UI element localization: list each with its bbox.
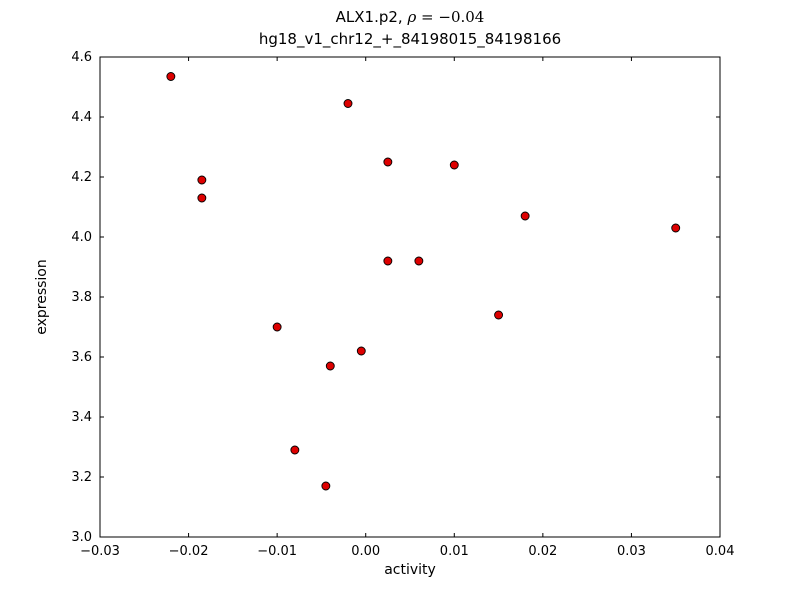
- data-point: [272, 322, 282, 332]
- y-tick-label: 3.6: [71, 350, 92, 365]
- y-tick-label: 3.2: [71, 470, 92, 485]
- y-tick-label: 4.4: [71, 110, 92, 125]
- data-point: [197, 175, 207, 185]
- chart-subtitle: hg18_v1_chr12_+_84198015_84198166: [258, 30, 562, 48]
- data-point: [494, 310, 504, 320]
- x-tick-label: 0.02: [528, 544, 557, 559]
- data-point: [383, 157, 393, 167]
- chart-title-block: ALX1.p2, ρ = −0.04 hg18_v1_chr12_+_84198…: [100, 6, 720, 50]
- y-tick-label: 4.6: [71, 50, 92, 65]
- x-tick-label: 0.01: [440, 544, 469, 559]
- data-point: [197, 193, 207, 203]
- y-tick-label: 3.8: [71, 290, 92, 305]
- data-point: [321, 481, 331, 491]
- data-point: [520, 211, 530, 221]
- x-tick-label: 0.04: [706, 544, 735, 559]
- rho-symbol: ρ: [407, 8, 417, 26]
- data-point: [671, 223, 681, 233]
- x-tick-label: 0.00: [351, 544, 380, 559]
- data-point: [356, 346, 366, 356]
- data-point: [414, 256, 424, 266]
- chart-title-prefix: ALX1.p2,: [335, 8, 408, 26]
- chart-title-correlation-value: = −0.04: [416, 8, 485, 26]
- data-point: [449, 160, 459, 170]
- data-point: [383, 256, 393, 266]
- y-tick-label: 4.0: [71, 230, 92, 245]
- x-tick-label: 0.03: [617, 544, 646, 559]
- x-tick-label: −0.02: [169, 544, 209, 559]
- x-tick-label: −0.01: [257, 544, 297, 559]
- data-point: [166, 72, 176, 81]
- data-point: [325, 361, 335, 371]
- y-tick-label: 4.2: [71, 170, 92, 185]
- y-axis-label: expression: [34, 259, 50, 335]
- y-tick-label: 3.0: [71, 530, 92, 545]
- plot-border: [99, 56, 721, 538]
- x-axis-label: activity: [384, 562, 436, 578]
- data-point: [290, 445, 300, 455]
- chart-title: ALX1.p2, ρ = −0.04: [100, 6, 720, 28]
- data-point: [343, 99, 353, 108]
- y-tick-label: 3.4: [71, 410, 92, 425]
- x-tick-label: −0.03: [80, 544, 120, 559]
